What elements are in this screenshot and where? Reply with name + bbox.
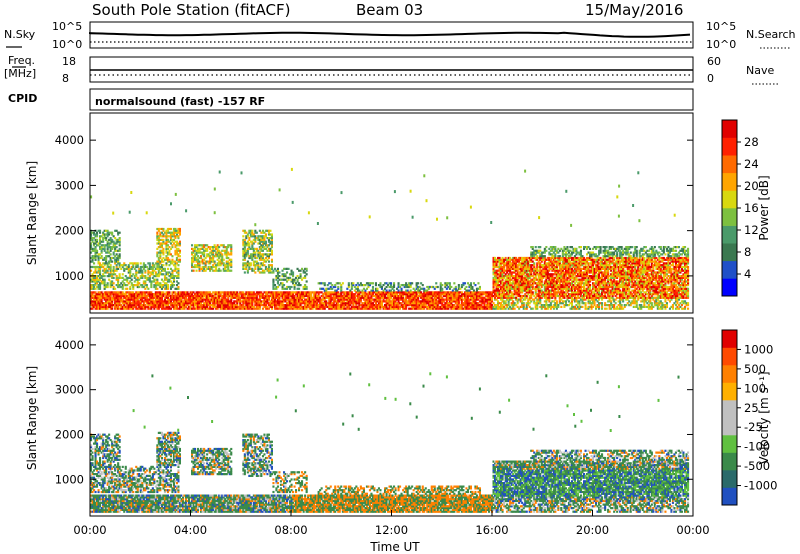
power-colorbar-segment [722,120,737,138]
sky-label: N.Sky [4,28,36,41]
cpid-label: CPID [8,92,37,105]
nave-tick-low: 0 [707,72,714,85]
velocity-colorbar-segment [722,400,737,418]
date-title: 15/May/2016 [585,1,683,19]
time-xtick-4: 16:00 [475,523,508,537]
time-xtick-5: 20:00 [576,523,609,537]
sky-tick-low: 10^0 [52,38,82,51]
velocity-colorbar-segment [722,470,737,488]
freq-tick-high: 18 [62,55,76,68]
power-colorbar-tick-2: 20 [744,179,759,193]
velocity-colorbar-tick-4: -25 [744,420,763,434]
velocity-yticks: 4000 3000 2000 1000 [55,338,693,486]
power-ytick-4000: 4000 [55,133,84,147]
sky-count-line [89,31,693,43]
power-colorbar-tick-0: 28 [744,135,759,149]
power-colorbar-segment [722,190,737,209]
power-panel: 4000 3000 2000 1000 Slant Range [km] [25,112,694,314]
velocity-colorbar-segment [722,487,737,506]
power-colorbar-segment [722,243,737,262]
freq-label-1: Freq. [8,54,35,67]
power-colorbar-segment [722,155,737,174]
nave-label: Nave [746,64,774,77]
search-tick-low: 10^0 [706,38,736,51]
velocity-ylabel: Slant Range [km] [25,366,39,470]
time-xtick-1: 04:00 [174,523,207,537]
velocity-colorbar: 1000 500 100 25 -25 -100 -500 -1000 Velocity [m… [721,329,777,506]
velocity-colorbar-tick-1: 500 [744,362,766,376]
freq-nave-panel: Freq. [MHz] 18 8 60 0 Nave [4,54,778,85]
power-yticks: 4000 3000 2000 1000 [55,133,693,283]
power-colorbar-segment [722,278,737,297]
velocity-colorbar-label: Velocity [m s⁻¹] [757,371,771,464]
velocity-panel: 4000 3000 2000 1000 00:00 04:00 08:00 12:00 16:… [25,317,710,554]
velocity-colorbar-tick-2: 100 [744,381,766,395]
velocity-colorbar-segment [722,417,737,436]
freq-line [90,69,693,76]
time-xtick-3: 12:00 [375,523,408,537]
velocity-ytick-1000: 1000 [55,472,84,486]
time-xtick-0: 00:00 [73,523,106,537]
velocity-cells [90,372,690,513]
sky-search-panel: N.Sky 10^5 10^0 10^5 10^0 N.Search [4,20,796,51]
power-ylabel: Slant Range [km] [25,161,39,265]
station-title: South Pole Station (fitACF) [92,1,290,19]
velocity-colorbar-segment [722,382,737,401]
power-ytick-1000: 1000 [55,269,84,283]
power-colorbar-segment [722,225,737,244]
power-colorbar-tick-5: 8 [744,245,751,259]
velocity-colorbar-tick-5: -100 [744,440,770,454]
search-tick-high: 10^5 [706,20,736,33]
power-colorbar-segment [722,208,737,226]
velocity-colorbar-tick-0: 1000 [744,342,773,356]
power-colorbar-tick-1: 24 [744,157,759,171]
velocity-colorbar-segment [722,347,737,366]
power-cells [90,167,690,310]
velocity-colorbar-segment [722,365,737,383]
time-xtick-6: 00:00 [676,523,709,537]
power-colorbar-segment [722,137,737,156]
cpid-value: normalsound (fast) -157 RF [95,95,265,108]
velocity-ytick-3000: 3000 [55,383,84,397]
velocity-colorbar-tick-6: -500 [744,459,770,473]
power-colorbar-tick-6: 4 [744,267,751,281]
sky-count-series [89,31,691,38]
cpid-panel: CPID normalsound (fast) -157 RF [8,88,694,111]
power-colorbar-tick-4: 12 [744,223,759,237]
time-xticks: 00:00 04:00 08:00 12:00 16:00 20:00 00:00 [73,510,710,537]
nave-tick-high: 60 [707,55,721,68]
velocity-colorbar-tick-7: -1000 [744,479,777,493]
power-ytick-3000: 3000 [55,178,84,192]
time-xlabel: Time UT [369,540,420,554]
sky-tick-high: 10^5 [52,20,82,33]
velocity-colorbar-segment [722,452,737,471]
freq-tick-low: 8 [62,72,69,85]
power-colorbar-label: Power [dB] [757,175,771,240]
search-label: N.Search [746,28,796,41]
power-colorbar-tick-3: 16 [744,201,759,215]
power-colorbar: 28 24 20 16 12 8 4 Power [dB] [721,119,771,297]
beam-title: Beam 03 [356,1,423,19]
power-colorbar-segment [722,172,737,191]
power-colorbar-segment [722,260,737,279]
velocity-colorbar-segment [722,435,737,453]
freq-label-2: [MHz] [4,67,36,80]
velocity-colorbar-tick-3: 25 [744,401,759,415]
power-ytick-2000: 2000 [55,224,84,238]
velocity-ytick-4000: 4000 [55,338,84,352]
velocity-ytick-2000: 2000 [55,427,84,441]
time-xtick-2: 08:00 [274,523,307,537]
velocity-colorbar-segment [722,330,737,348]
